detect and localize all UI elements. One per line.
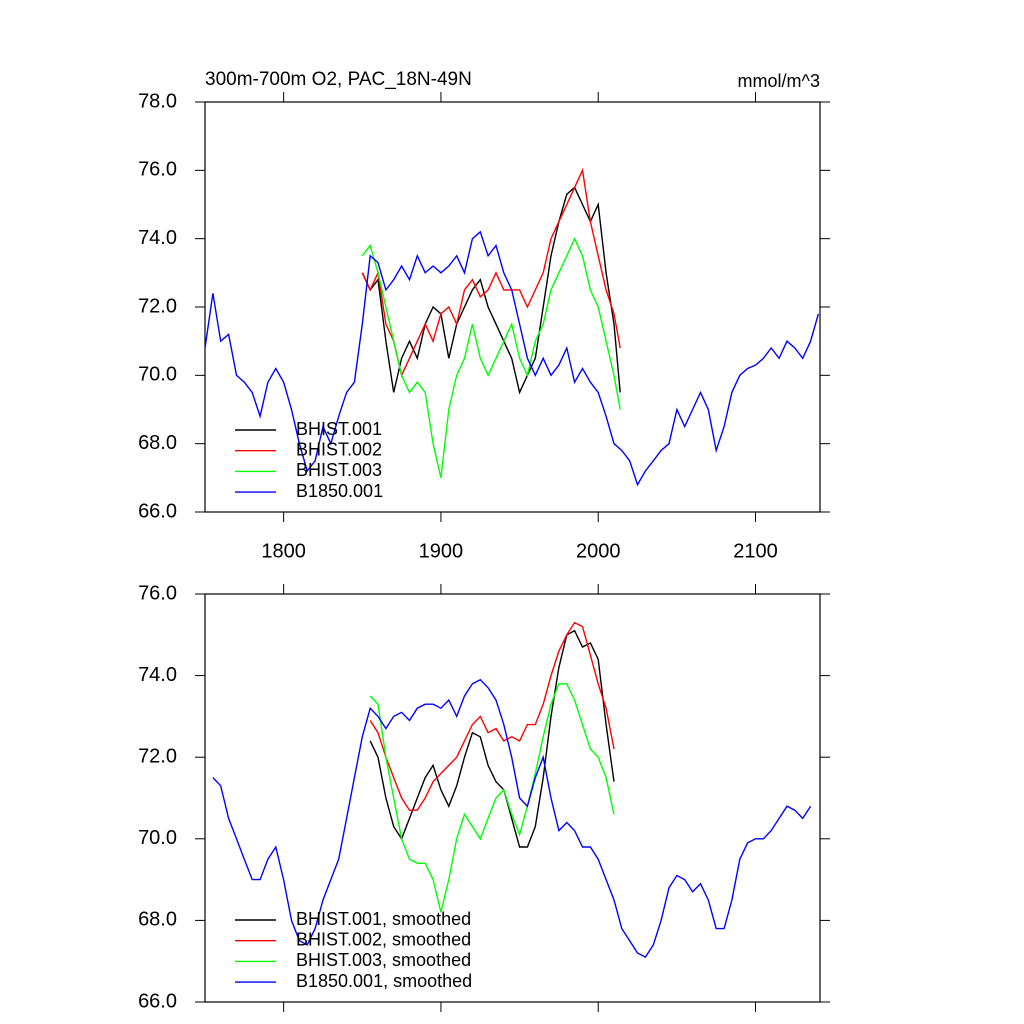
series-line: [369, 621, 615, 811]
legend-label: BHIST.003: [296, 460, 382, 480]
plot-frame: [204, 593, 821, 1003]
legend-label: BHIST.003, smoothed: [296, 950, 471, 970]
chart-title: 300m-700m O2, PAC_18N-49N: [205, 69, 472, 90]
series-line: [204, 230, 820, 487]
legend-label: B1850.001: [296, 481, 383, 501]
series-line: [361, 237, 621, 478]
series-line: [361, 186, 621, 395]
y-tick-label: 68.0: [138, 909, 177, 931]
y-tick-label: 72.0: [138, 295, 177, 317]
series-line: [212, 678, 812, 959]
y-tick-label: 70.0: [138, 364, 177, 386]
series-line: [369, 683, 615, 913]
x-tick-label: 2000: [576, 540, 621, 562]
legend-label: BHIST.001: [296, 419, 382, 439]
units-label: mmol/m^3: [738, 71, 820, 91]
y-tick-label: 74.0: [138, 227, 177, 249]
legend-label: B1850.001, smoothed: [296, 971, 472, 991]
y-tick-label: 74.0: [138, 664, 177, 686]
series-line: [361, 167, 621, 378]
y-tick-label: 72.0: [138, 745, 177, 767]
x-tick-label: 2100: [733, 540, 778, 562]
x-tick-label: 1900: [419, 540, 464, 562]
y-tick-label: 66.0: [138, 500, 177, 522]
y-tick-label: 68.0: [138, 432, 177, 454]
series-line: [369, 629, 615, 848]
y-tick-label: 70.0: [138, 827, 177, 849]
x-tick-label: 1800: [261, 540, 306, 562]
y-tick-label: 78.0: [138, 90, 177, 112]
y-tick-label: 76.0: [138, 582, 177, 604]
y-tick-label: 66.0: [138, 990, 177, 1012]
y-tick-label: 76.0: [138, 159, 177, 181]
legend-label: BHIST.002, smoothed: [296, 929, 471, 949]
legend-label: BHIST.001, smoothed: [296, 909, 471, 929]
legend-label: BHIST.002: [296, 439, 382, 459]
